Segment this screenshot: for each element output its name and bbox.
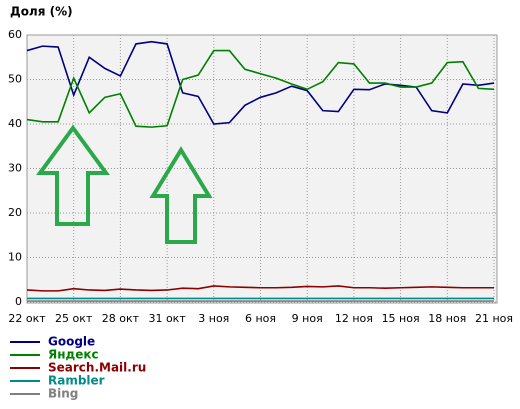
arrow [149,146,213,244]
x-tick-label: 12 ноя [335,312,373,325]
y-tick-label: 50 [8,73,22,86]
x-tick-label: 22 окт [8,312,46,325]
x-tick-label: 18 ноя [428,312,466,325]
x-tick-label: 3 ноя [198,312,229,325]
y-tick-label: 10 [8,251,22,264]
legend-label: Google [48,335,95,349]
x-tick-label: 9 ноя [292,312,323,325]
legend-label: Search.Mail.ru [48,361,146,375]
y-tick-label: 20 [8,206,22,219]
series-line [26,49,495,128]
arrow [36,124,110,226]
x-tick-label: 15 ноя [382,312,420,325]
x-tick-label: 6 ноя [245,312,276,325]
y-tick-label: 30 [8,162,22,175]
x-tick-label: 31 окт [148,312,186,325]
y-tick-label: 0 [15,295,22,308]
x-tick-label: 21 ноя [475,312,513,325]
legend-label: Bing [48,387,78,401]
x-tick-label: 25 окт [55,312,93,325]
x-tick-label: 28 окт [102,312,140,325]
legend-label: Яндекс [48,348,99,362]
series-line [26,285,494,292]
y-tick-label: 60 [8,28,22,41]
chart-title: Доля (%) [10,5,73,19]
y-tick-label: 40 [8,117,22,130]
legend-label: Rambler [48,374,105,388]
arrows [36,124,213,244]
